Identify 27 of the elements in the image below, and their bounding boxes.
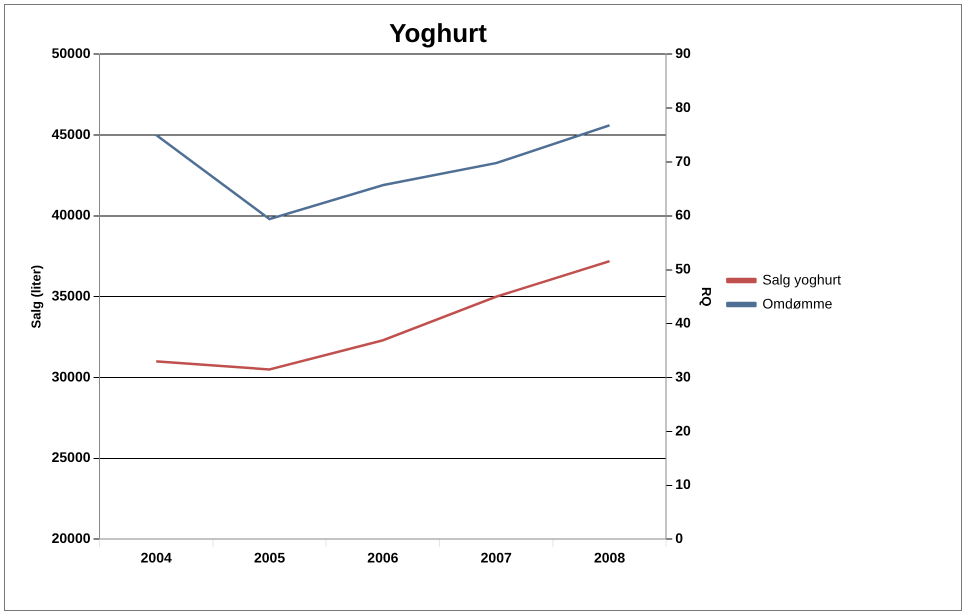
y2-tick-label: 80: [675, 98, 692, 115]
y-tick-label: 40000: [52, 206, 91, 223]
y-tick-label: 35000: [52, 288, 91, 304]
y2-tick-label: 60: [675, 206, 692, 223]
x-tick-label: 2006: [367, 549, 399, 566]
y2-tick-label: 40: [675, 314, 692, 331]
y2-tick-label: 70: [675, 152, 692, 169]
y2-axis-title: RQ: [699, 286, 714, 306]
chart-title: Yoghurt: [389, 18, 488, 48]
y2-tick-label: 30: [675, 368, 692, 384]
x-tick-label: 2007: [480, 549, 512, 566]
x-tick-label: 2005: [254, 549, 286, 566]
y2-tick-label: 20: [675, 422, 692, 438]
y-tick-label: 50000: [52, 45, 91, 62]
y2-tick-label: 90: [675, 45, 692, 62]
y-tick-label: 30000: [52, 368, 91, 384]
legend-label: Salg yoghurt: [762, 271, 842, 288]
y-axis-title: Salg (liter): [28, 264, 44, 328]
y-tick-label: 20000: [52, 530, 91, 546]
legend-label: Omdømme: [762, 295, 833, 312]
y2-tick-label: 50: [675, 260, 692, 277]
y-tick-label: 25000: [52, 449, 91, 466]
x-tick-label: 2004: [140, 549, 172, 566]
y2-tick-label: 0: [675, 530, 684, 546]
y-tick-label: 45000: [52, 126, 91, 142]
x-tick-label: 2008: [594, 549, 626, 566]
y2-tick-label: 10: [675, 476, 692, 492]
